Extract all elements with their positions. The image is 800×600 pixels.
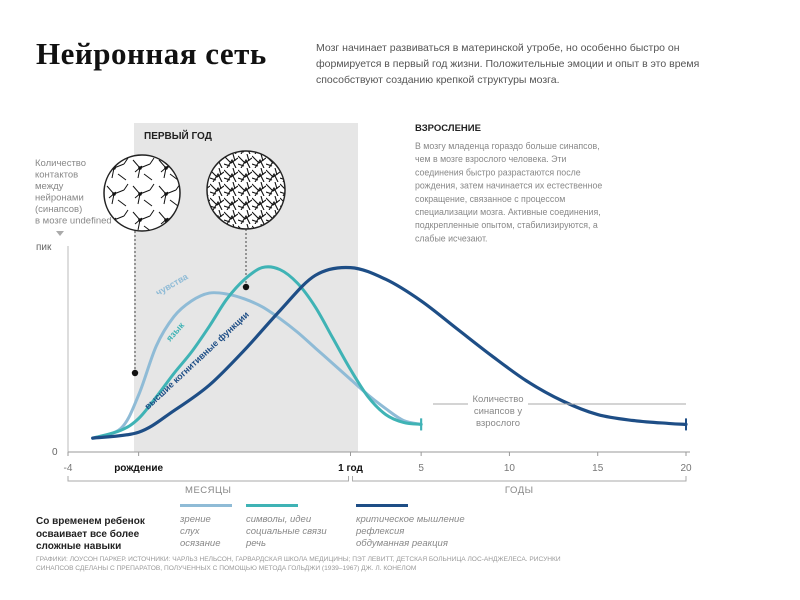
legend-line: речь	[246, 538, 266, 549]
x-group-bracket	[352, 476, 687, 482]
x-group-label: ГОДЫ	[505, 485, 534, 496]
adult-text: В мозгу младенца гораздо больше синапсов…	[415, 141, 602, 243]
legend-swatch	[356, 504, 408, 507]
x-group-label: МЕСЯЦЫ	[185, 485, 231, 496]
neuron-drawing-newborn	[103, 154, 181, 232]
x-group-bracket	[67, 476, 350, 482]
series-group	[91, 265, 688, 440]
neuron-drawing-infant	[206, 150, 286, 230]
drawing-b-dot	[242, 283, 250, 291]
legend-item-language: символы, идеи социальные связи речь	[246, 504, 327, 550]
series-line-2	[91, 265, 688, 440]
x-tick-label: 1 год	[338, 463, 363, 474]
legend-swatch	[246, 504, 298, 507]
legend-line: слух	[180, 526, 200, 537]
page-title: Нейронная сеть	[36, 36, 267, 71]
x-tick-label: 20	[680, 463, 692, 474]
series-line-1	[91, 265, 423, 440]
x-tick-label: рождение	[114, 463, 163, 474]
legend-line: критическое мышление	[356, 514, 465, 525]
legend-line: зрение	[180, 514, 211, 525]
adult-title: ВЗРОСЛЕНИЕ	[415, 123, 481, 134]
x-groups: МЕСЯЦЫ ГОДЫ	[67, 476, 687, 496]
legend-line: социальные связи	[246, 526, 327, 537]
legend-item-cognition: критическое мышление рефлексия обдуманна…	[356, 504, 465, 550]
legend-heading: Со временем ребенок осваивает все более …	[36, 516, 145, 552]
x-tick-label: 15	[592, 463, 604, 474]
legend-line: рефлексия	[356, 526, 405, 537]
legend-item-senses: зрение слух осязание	[180, 504, 232, 550]
y-label-arrow-icon	[56, 231, 64, 236]
x-tick-label: -4	[64, 463, 73, 474]
x-ticks: -4 рождение 1 год 5 10 15 20	[64, 452, 692, 474]
drawing-a-dot	[131, 369, 139, 377]
legend-line: осязание	[180, 538, 221, 549]
source-note: Графики: Лоусон Паркер. Источники: Чарль…	[36, 556, 561, 572]
legend-line: символы, идеи	[246, 514, 312, 525]
y-tick-zero: 0	[52, 447, 58, 458]
legend-line: обдуманная реакция	[356, 538, 448, 549]
intro-text: Мозг начинает развиваться в материнской …	[316, 42, 700, 86]
y-tick-peak: пик	[36, 242, 52, 253]
x-tick-label: 5	[418, 463, 424, 474]
adult-synapses-label: Количество синапсов у взрослого	[472, 394, 523, 429]
first-year-label: ПЕРВЫЙ ГОД	[144, 129, 212, 142]
legend-swatch	[180, 504, 232, 507]
y-axis-label: Количество контактов между нейронами (синапс…	[35, 158, 112, 227]
x-tick-label: 10	[504, 463, 516, 474]
